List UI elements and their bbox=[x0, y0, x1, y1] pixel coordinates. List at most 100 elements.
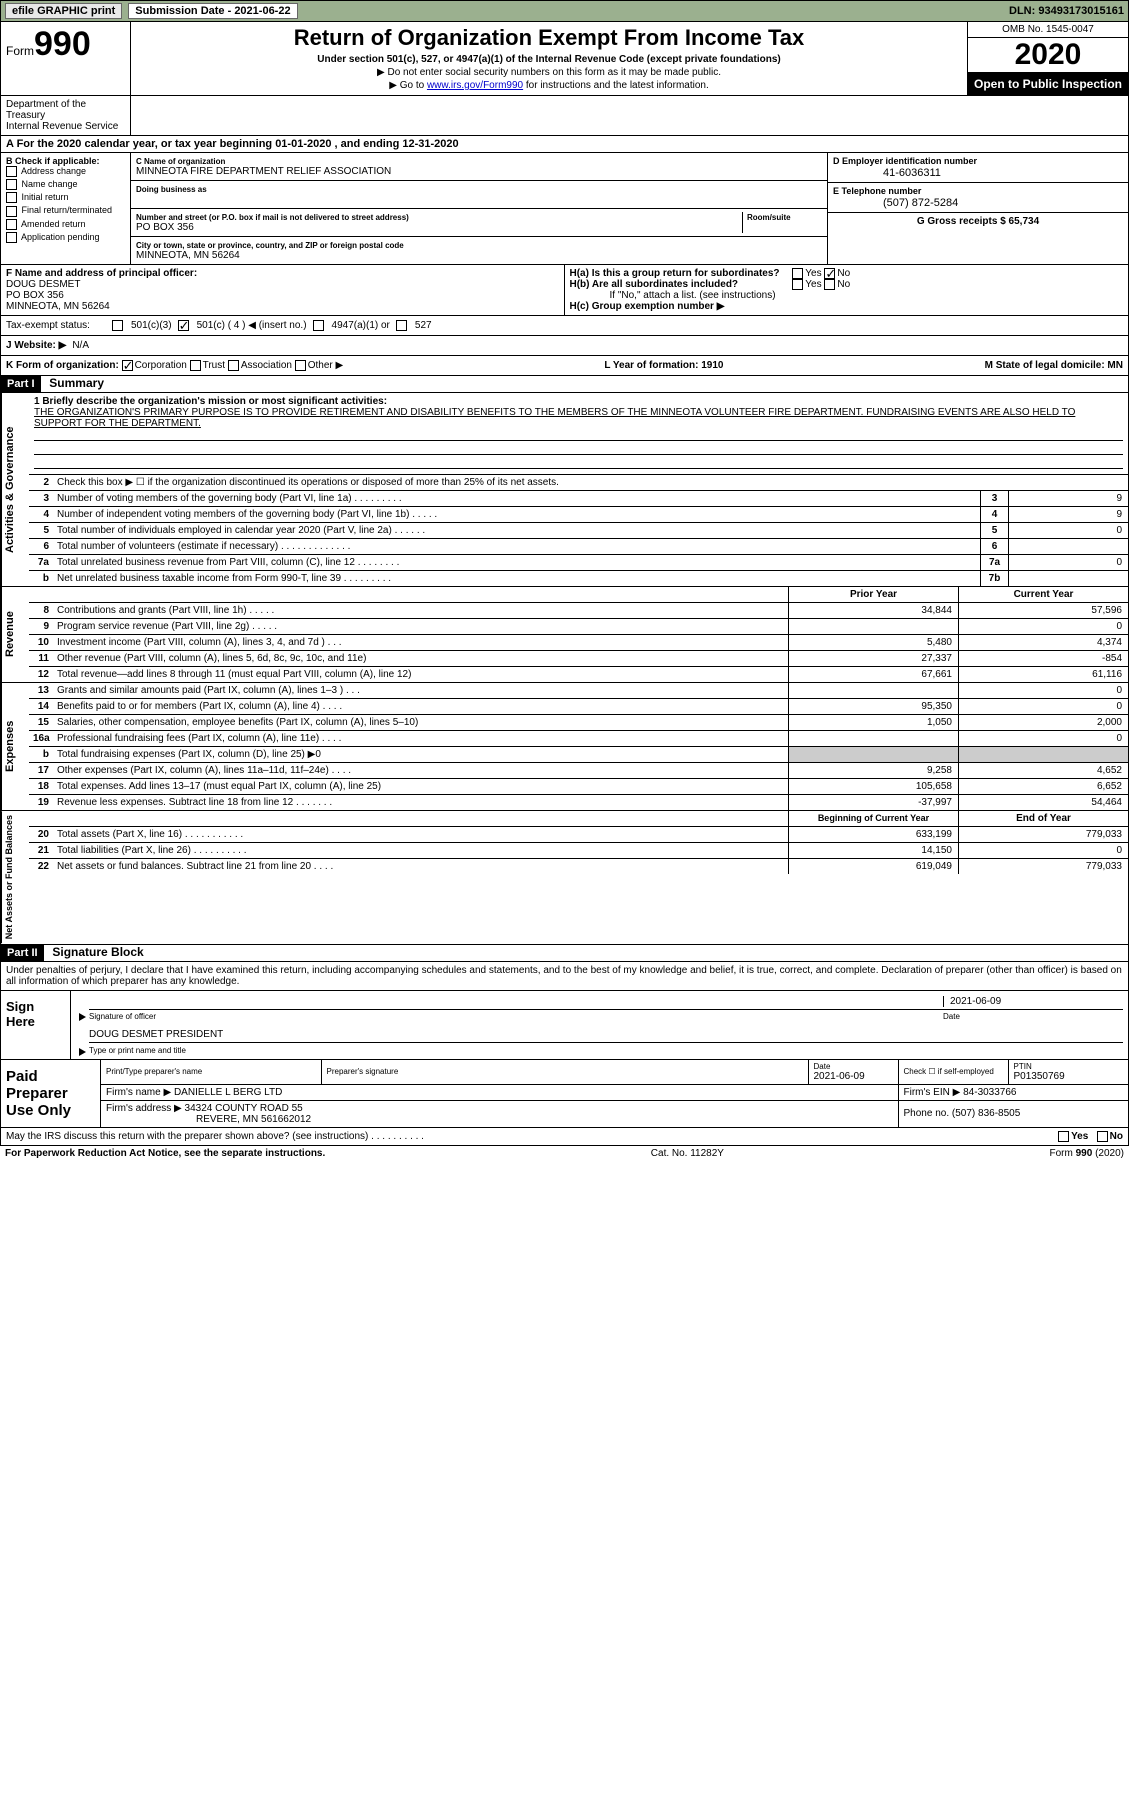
discuss-row: May the IRS discuss this return with the… bbox=[0, 1128, 1129, 1146]
corp-label: Corporation bbox=[135, 360, 187, 371]
row-a: A For the 2020 calendar year, or tax yea… bbox=[0, 136, 1129, 153]
page-footer: For Paperwork Reduction Act Notice, see … bbox=[0, 1146, 1129, 1161]
footer-right: Form 990 (2020) bbox=[1050, 1148, 1124, 1159]
ein-label: D Employer identification number bbox=[833, 156, 977, 166]
b-checkbox[interactable] bbox=[6, 179, 17, 190]
ein-value: 41-6036311 bbox=[833, 167, 1123, 179]
state-domicile: M State of legal domicile: MN bbox=[985, 360, 1123, 371]
summary-line: 20Total assets (Part X, line 16) . . . .… bbox=[29, 827, 1128, 843]
summary-line: 8Contributions and grants (Part VIII, li… bbox=[29, 603, 1128, 619]
summary-line: bTotal fundraising expenses (Part IX, co… bbox=[29, 747, 1128, 763]
exp-tab: Expenses bbox=[1, 683, 29, 810]
firm-ein-label: Firm's EIN ▶ bbox=[904, 1087, 961, 1098]
trust-checkbox[interactable] bbox=[190, 360, 201, 371]
officer-addr1: PO BOX 356 bbox=[6, 290, 64, 301]
section-c: C Name of organizationMINNEOTA FIRE DEPA… bbox=[131, 153, 828, 264]
section-bcde: B Check if applicable: Address change Na… bbox=[0, 153, 1129, 265]
assoc-checkbox[interactable] bbox=[228, 360, 239, 371]
firm-addr2: REVERE, MN 561662012 bbox=[106, 1114, 311, 1125]
summary-line: 22Net assets or fund balances. Subtract … bbox=[29, 859, 1128, 874]
na-py-header: Beginning of Current Year bbox=[788, 811, 958, 826]
title-cell: Return of Organization Exempt From Incom… bbox=[131, 22, 968, 95]
sig-arrow-icon-2 bbox=[79, 1048, 86, 1056]
501c3-checkbox[interactable] bbox=[112, 320, 123, 331]
summary-line: 2Check this box ▶ ☐ if the organization … bbox=[29, 475, 1128, 491]
other-label: Other ▶ bbox=[308, 360, 343, 371]
firm-name: DANIELLE L BERG LTD bbox=[174, 1087, 282, 1098]
summary-line: 17Other expenses (Part IX, column (A), l… bbox=[29, 763, 1128, 779]
exp-section: Expenses 13Grants and similar amounts pa… bbox=[0, 683, 1129, 811]
hb-label: H(b) Are all subordinates included? bbox=[570, 279, 790, 290]
b-checkbox[interactable] bbox=[6, 206, 17, 217]
sig-name-caption: Type or print name and title bbox=[89, 1046, 186, 1055]
summary-line: 5Total number of individuals employed in… bbox=[29, 523, 1128, 539]
hb-yes-checkbox[interactable] bbox=[792, 279, 803, 290]
section-fh: F Name and address of principal officer:… bbox=[0, 265, 1129, 316]
section-b: B Check if applicable: Address change Na… bbox=[1, 153, 131, 264]
b-checkbox-item: Initial return bbox=[6, 192, 125, 203]
prep-check-label: Check ☐ if self-employed bbox=[904, 1067, 1003, 1076]
hb-no-label: No bbox=[837, 279, 850, 290]
part1-header: Part I bbox=[1, 376, 41, 392]
na-tab: Net Assets or Fund Balances bbox=[1, 811, 29, 943]
501c-checkbox[interactable] bbox=[178, 320, 189, 331]
gov-tab: Activities & Governance bbox=[1, 393, 29, 586]
na-section: Net Assets or Fund Balances Beginning of… bbox=[0, 811, 1129, 944]
gov-section: Activities & Governance 1 Briefly descri… bbox=[0, 393, 1129, 587]
discuss-no-checkbox[interactable] bbox=[1097, 1131, 1108, 1142]
efile-button[interactable]: efile GRAPHIC print bbox=[5, 3, 122, 19]
501c3-label: 501(c)(3) bbox=[131, 320, 172, 331]
other-checkbox[interactable] bbox=[295, 360, 306, 371]
b-checkbox[interactable] bbox=[6, 219, 17, 230]
summary-line: 16aProfessional fundraising fees (Part I… bbox=[29, 731, 1128, 747]
sig-arrow-icon bbox=[79, 1013, 86, 1021]
section-h: H(a) Is this a group return for subordin… bbox=[565, 265, 1129, 315]
note-1: ▶ Do not enter social security numbers o… bbox=[136, 67, 962, 78]
officer-name: DOUG DESMET bbox=[6, 279, 80, 290]
b-checkbox[interactable] bbox=[6, 166, 17, 177]
website-row: J Website: ▶ N/A bbox=[0, 336, 1129, 356]
instructions-link[interactable]: www.irs.gov/Form990 bbox=[427, 80, 523, 91]
row-a-text: A For the 2020 calendar year, or tax yea… bbox=[6, 138, 459, 150]
k-row: K Form of organization: Corporation Trus… bbox=[0, 356, 1129, 376]
sign-here-label: Sign Here bbox=[1, 991, 71, 1059]
signature-block: Under penalties of perjury, I declare th… bbox=[0, 962, 1129, 1128]
prep-date: 2021-06-09 bbox=[814, 1071, 865, 1082]
4947-checkbox[interactable] bbox=[313, 320, 324, 331]
summary-line: 21Total liabilities (Part X, line 26) . … bbox=[29, 843, 1128, 859]
ha-label: H(a) Is this a group return for subordin… bbox=[570, 268, 790, 279]
firm-phone: (507) 836-8505 bbox=[952, 1108, 1020, 1119]
officer-printed-name: DOUG DESMET PRESIDENT bbox=[89, 1029, 1123, 1040]
note2-post: for instructions and the latest informat… bbox=[523, 80, 709, 91]
ptin-label: PTIN bbox=[1014, 1062, 1124, 1071]
ha-no-checkbox[interactable] bbox=[824, 268, 835, 279]
discuss-yes-checkbox[interactable] bbox=[1058, 1131, 1069, 1142]
527-checkbox[interactable] bbox=[396, 320, 407, 331]
ptin-value: P01350769 bbox=[1014, 1071, 1065, 1082]
part2-bar: Part II Signature Block bbox=[0, 945, 1129, 962]
prep-sig-label: Preparer's signature bbox=[327, 1067, 803, 1076]
summary-line: 12Total revenue—add lines 8 through 11 (… bbox=[29, 667, 1128, 682]
section-de: D Employer identification number41-60363… bbox=[828, 153, 1128, 264]
cy-header: Current Year bbox=[958, 587, 1128, 602]
firm-phone-label: Phone no. bbox=[904, 1108, 950, 1119]
addr-label: Number and street (or P.O. box if mail i… bbox=[136, 213, 409, 222]
city-label: City or town, state or province, country… bbox=[136, 241, 404, 250]
corp-checkbox[interactable] bbox=[122, 360, 133, 371]
org-name: MINNEOTA FIRE DEPARTMENT RELIEF ASSOCIAT… bbox=[136, 166, 391, 177]
ha-yes-checkbox[interactable] bbox=[792, 268, 803, 279]
prep-date-label: Date bbox=[814, 1062, 893, 1071]
b-checkbox-item: Application pending bbox=[6, 232, 125, 243]
trust-label: Trust bbox=[203, 360, 225, 371]
sig-date: 2021-06-09 bbox=[943, 996, 1123, 1007]
b-checkbox-item: Final return/terminated bbox=[6, 205, 125, 216]
summary-line: 7aTotal unrelated business revenue from … bbox=[29, 555, 1128, 571]
firm-ein: 84-3033766 bbox=[963, 1087, 1016, 1098]
4947-label: 4947(a)(1) or bbox=[332, 320, 390, 331]
hb-no-checkbox[interactable] bbox=[824, 279, 835, 290]
website-value: N/A bbox=[72, 340, 89, 351]
b-checkbox[interactable] bbox=[6, 232, 17, 243]
b-checkbox[interactable] bbox=[6, 192, 17, 203]
hb-yes-label: Yes bbox=[805, 279, 821, 290]
b-checkbox-item: Name change bbox=[6, 179, 125, 190]
